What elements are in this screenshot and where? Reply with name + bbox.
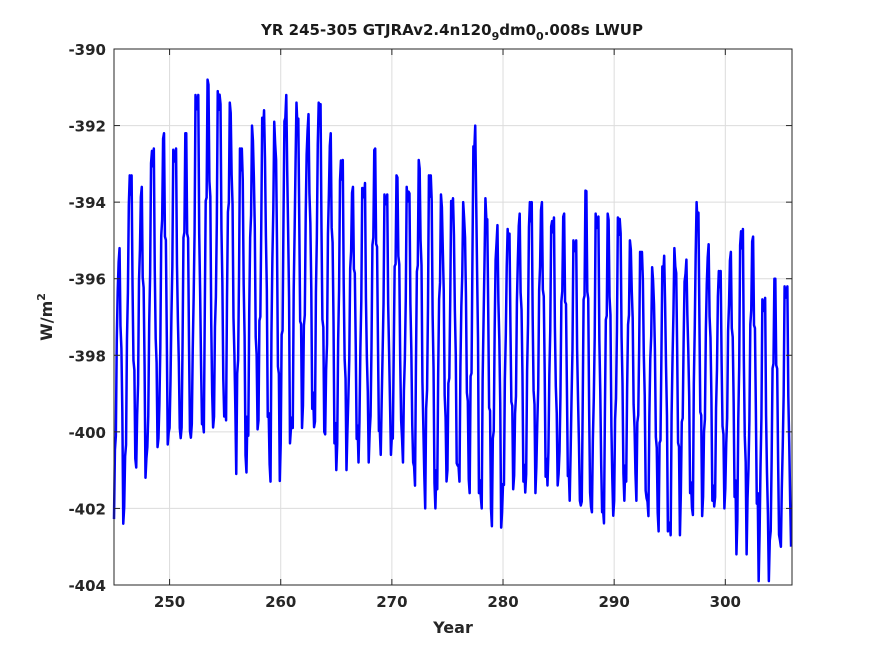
axis-ticks [114,48,792,586]
data-series [112,78,793,583]
y-tick-label: -404 [68,577,106,595]
y-tick-labels: -390 -392 -394 -396 -398 -400 -402 -404 [68,41,106,595]
chart-title-mid: dm0 [499,21,536,39]
y-tick-label: -394 [68,194,106,212]
y-tick-label: -402 [68,500,106,518]
x-tick-label: 300 [710,593,741,611]
y-axis-label: W/m2 [35,293,56,341]
chart-title-sub2: 0 [536,30,544,43]
y-tick-label: -400 [68,424,106,442]
chart-title-end: .008s LWUP [544,21,643,39]
y-axis-label-main: W/m [37,301,56,341]
x-tick-label: 280 [487,593,518,611]
x-tick-label: 270 [376,593,407,611]
y-tick-label: -396 [68,271,106,289]
x-tick-label: 260 [265,593,296,611]
y-tick-label: -398 [68,347,106,365]
series-line [112,78,793,583]
chart-title-main: YR 245-305 GTJRAv2.4n120 [260,21,492,39]
chart-title-sub1: 9 [492,30,500,43]
plot-frame [113,48,793,586]
chart-title: YR 245-305 GTJRAv2.4n1209dm00.008s LWUP [260,21,643,43]
y-axis-label-sup: 2 [35,293,48,301]
y-tick-label: -390 [68,41,106,59]
x-tick-label: 290 [599,593,630,611]
x-axis-label: Year [432,618,473,637]
x-tick-labels: 250 260 270 280 290 300 [154,593,741,611]
x-tick-label: 250 [154,593,185,611]
y-tick-label: -392 [68,118,106,136]
